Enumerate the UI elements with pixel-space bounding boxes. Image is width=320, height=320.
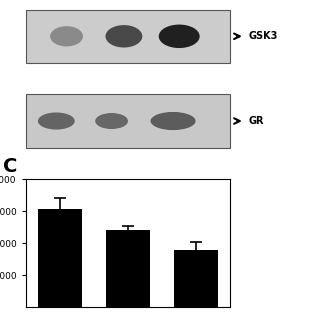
- Ellipse shape: [106, 25, 142, 47]
- Bar: [106, 230, 150, 307]
- Bar: [174, 250, 219, 307]
- Ellipse shape: [159, 25, 200, 48]
- Text: GR: GR: [249, 116, 264, 126]
- Bar: [37, 209, 82, 307]
- Ellipse shape: [50, 26, 83, 46]
- Ellipse shape: [95, 113, 128, 129]
- Ellipse shape: [150, 112, 196, 130]
- Ellipse shape: [38, 112, 75, 130]
- Text: C: C: [3, 157, 18, 176]
- Text: GSK3: GSK3: [249, 31, 278, 41]
